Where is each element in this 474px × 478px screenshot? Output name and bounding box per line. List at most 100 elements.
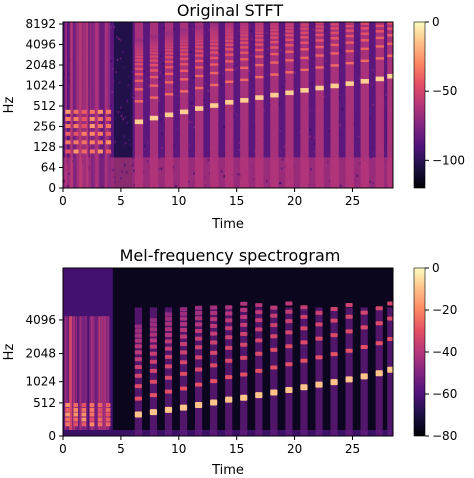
stft-harmonic — [255, 75, 264, 79]
mel-harmonic — [149, 338, 158, 343]
stft-harmonic — [210, 83, 219, 87]
stft-noise-cell — [237, 173, 239, 176]
mel-intro-harmonic — [105, 422, 111, 427]
stft-noise-cell — [122, 135, 125, 138]
mel-fundamental — [210, 399, 218, 406]
stft-harmonic — [179, 28, 189, 32]
mel-intro-streak — [75, 316, 78, 436]
stft-harmonic — [387, 34, 393, 37]
stft-intro-streak — [90, 22, 93, 188]
stft-noise-cell — [294, 71, 297, 74]
mel-harmonic — [240, 372, 248, 377]
stft-noise-cell — [221, 54, 224, 58]
stft-noise-cell — [144, 144, 146, 148]
stft-noise-cell — [124, 116, 127, 119]
stft-noise-cell — [206, 162, 209, 165]
mel-harmonic — [270, 347, 278, 352]
stft-harmonic — [164, 66, 174, 69]
stft-harmonic — [164, 60, 174, 64]
mel-x-tick-label: 25 — [345, 442, 360, 456]
stft-noise-cell — [162, 27, 165, 30]
stft-noise-cell — [111, 67, 114, 71]
mel-harmonic — [210, 350, 218, 355]
stft-noise-cell — [344, 130, 346, 133]
mel-harmonic — [179, 316, 188, 321]
stft-intro-streak — [65, 22, 67, 188]
mel-harmonic — [149, 318, 158, 323]
mel-fundamental — [179, 404, 188, 411]
stft-noise-cell — [253, 54, 255, 57]
mel-intro-streak — [85, 316, 88, 436]
stft-noise-cell — [188, 24, 190, 28]
stft-noise-cell — [299, 27, 301, 30]
stft-noise-cell — [123, 145, 126, 148]
stft-note-column — [240, 22, 249, 188]
stft-intro-harmonic — [97, 116, 103, 121]
stft-noise-cell — [158, 99, 160, 102]
stft-harmonic — [179, 69, 189, 73]
mel-harmonic — [134, 324, 142, 329]
stft-noise-cell — [313, 23, 316, 26]
mel-harmonic — [285, 309, 293, 314]
mel-intro-harmonic — [73, 422, 79, 427]
stft-harmonic — [270, 73, 279, 76]
mel-harmonic — [149, 322, 158, 327]
mel-harmonic — [255, 368, 263, 373]
stft-harmonic — [345, 49, 354, 53]
mel-harmonic — [195, 316, 203, 321]
stft-harmonic — [149, 45, 159, 49]
mel-harmonic — [164, 339, 173, 344]
stft-noise-cell — [187, 180, 190, 183]
stft-noise-cell — [299, 130, 302, 133]
stft-harmonic — [225, 33, 234, 36]
stft-harmonic — [315, 66, 324, 69]
stft-harmonic — [225, 39, 234, 43]
stft-noise-cell — [357, 38, 359, 41]
mel-harmonic — [300, 340, 308, 345]
mel-harmonic — [300, 305, 308, 310]
stft-noise-cell — [119, 81, 121, 84]
stft-noise-cell — [309, 83, 311, 86]
stft-y-label: Hz — [2, 97, 17, 114]
stft-harmonic — [210, 28, 219, 31]
stft-harmonic — [179, 39, 189, 43]
stft-noise-cell — [191, 102, 193, 105]
stft-noise-cell — [63, 180, 65, 183]
stft-harmonic — [375, 36, 384, 40]
mel-fundamental — [375, 370, 383, 377]
stft-noise-cell — [147, 85, 149, 88]
stft-harmonic — [134, 79, 144, 83]
mel-intro-harmonic — [89, 403, 95, 408]
mel-heatmap — [63, 268, 393, 436]
mel-harmonic — [360, 345, 368, 350]
stft-noise-cell — [250, 54, 252, 57]
stft-noise-cell — [190, 121, 193, 124]
mel-harmonic — [210, 331, 218, 336]
stft-harmonic — [330, 17, 338, 19]
stft-note-column — [179, 22, 189, 188]
stft-intro-harmonic — [73, 116, 79, 121]
stft-noise-cell — [192, 28, 194, 31]
stft-harmonic — [240, 58, 249, 61]
stft-harmonic — [240, 23, 249, 26]
mel-harmonic — [179, 386, 188, 391]
stft-noise-cell — [268, 62, 271, 66]
mel-colorbar-tick-label: 0 — [432, 261, 440, 275]
stft-noise-cell — [356, 28, 359, 31]
stft-intro-harmonic — [105, 131, 112, 136]
stft-noise-cell — [110, 143, 113, 146]
stft-note-column — [330, 22, 339, 188]
mel-harmonic — [164, 364, 173, 369]
stft-noise-cell — [130, 87, 133, 90]
stft-noise-cell — [223, 60, 226, 63]
stft-harmonic — [195, 39, 204, 42]
mel-intro-streak — [91, 316, 96, 436]
stft-noise-cell — [143, 69, 146, 72]
stft-noise-cell — [220, 101, 223, 104]
stft-noise-cell — [324, 112, 326, 115]
mel-intro-harmonic — [65, 407, 70, 412]
stft-harmonic — [240, 46, 249, 49]
stft-noise-cell — [147, 141, 149, 144]
mel-intro-streak — [94, 316, 99, 436]
stft-noise-cell — [116, 58, 119, 62]
